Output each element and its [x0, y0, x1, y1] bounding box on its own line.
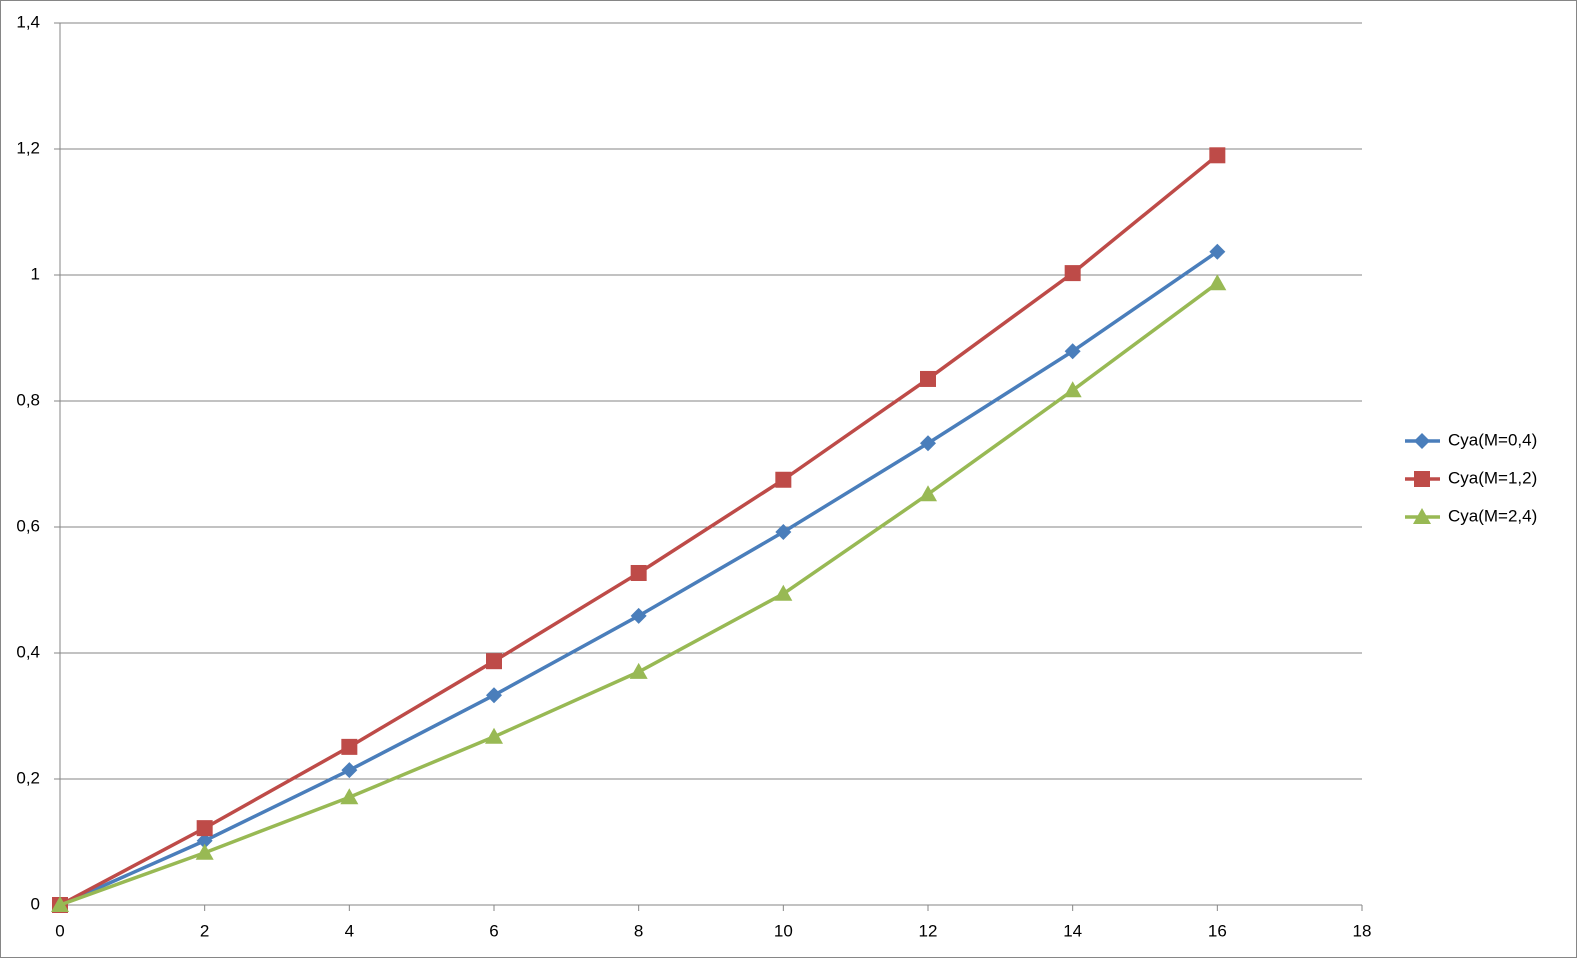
y-tick-label: 0,8: [16, 390, 40, 409]
legend-marker: [1414, 471, 1430, 487]
legend-marker: [1414, 433, 1430, 449]
point: [920, 435, 936, 452]
point: [196, 820, 213, 837]
point: [920, 370, 936, 387]
x-tick-label: 4: [345, 921, 354, 940]
point: [1209, 147, 1226, 164]
point: [1208, 274, 1227, 291]
legend-label: Cya(M=0,4): [1448, 430, 1537, 449]
x-tick-label: 10: [774, 921, 793, 940]
x-tick-label: 0: [55, 921, 64, 940]
point: [485, 727, 503, 744]
point: [1209, 243, 1226, 260]
y-tick-label: 1,2: [16, 138, 40, 157]
y-tick-label: 0: [31, 894, 40, 913]
legend-marker: [1413, 508, 1431, 524]
x-tick-label: 18: [1353, 921, 1372, 940]
y-tick-label: 0,6: [16, 516, 40, 535]
point: [629, 662, 648, 679]
point: [341, 762, 358, 779]
point: [919, 485, 937, 502]
legend-label: Cya(M=2,4): [1448, 506, 1537, 525]
point: [775, 471, 792, 488]
point: [340, 788, 359, 805]
point: [774, 584, 793, 601]
point: [486, 653, 502, 670]
point: [486, 687, 502, 704]
x-tick-label: 12: [919, 921, 938, 940]
x-tick-label: 16: [1208, 921, 1227, 940]
point: [775, 524, 792, 541]
point: [341, 738, 358, 755]
point: [630, 564, 647, 581]
y-tick-label: 0,2: [16, 768, 40, 787]
y-tick-label: 1: [31, 264, 40, 283]
x-tick-label: 6: [489, 921, 498, 940]
legend-label: Cya(M=1,2): [1448, 468, 1537, 487]
x-tick-label: 14: [1063, 921, 1082, 940]
x-tick-label: 8: [634, 921, 643, 940]
y-tick-label: 0,4: [16, 642, 40, 661]
point: [1064, 343, 1081, 360]
point: [630, 607, 647, 624]
y-tick-label: 1,4: [16, 12, 40, 31]
point: [1064, 265, 1081, 282]
point: [1063, 381, 1082, 398]
point: [195, 843, 214, 860]
point: [196, 832, 213, 849]
x-tick-label: 2: [200, 921, 209, 940]
point: [51, 896, 69, 912]
